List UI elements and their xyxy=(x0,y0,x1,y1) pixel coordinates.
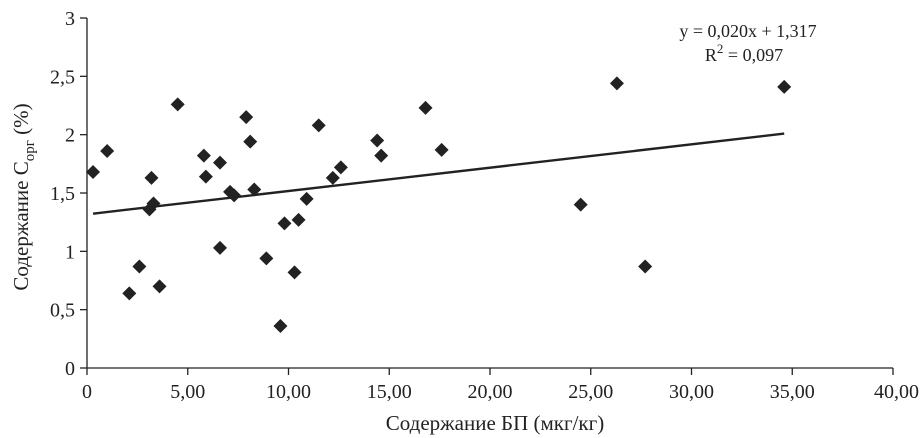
y-axis-title-subscript: орг xyxy=(22,140,38,161)
data-point xyxy=(277,216,292,231)
data-point xyxy=(291,212,306,227)
data-point xyxy=(212,155,227,170)
y-axis-title: Содержание Сорг (%) xyxy=(9,103,38,290)
data-point xyxy=(247,182,262,197)
data-point xyxy=(170,97,185,112)
y-axis-title-main: Содержание С xyxy=(9,161,33,290)
data-point xyxy=(638,259,653,274)
data-point xyxy=(325,170,340,185)
data-point xyxy=(311,118,326,133)
data-point xyxy=(122,286,137,301)
trendline xyxy=(92,132,785,215)
x-ticks: 0 5,00 10,00 15,00 20,00 25,00 30,00 35,00 40,00 xyxy=(82,368,919,403)
y-ticks: 0 0,5 1 1,5 2 2,5 3 xyxy=(50,8,87,380)
data-point xyxy=(333,160,348,175)
x-tick-label: 5,00 xyxy=(170,381,205,403)
r-squared-symbol: R xyxy=(705,45,717,65)
x-tick-label: 25,00 xyxy=(568,381,613,403)
y-tick-label: 2,5 xyxy=(50,66,75,88)
data-point xyxy=(777,79,792,94)
data-point xyxy=(418,100,433,115)
data-point xyxy=(287,265,302,280)
y-tick-label: 0 xyxy=(65,358,75,380)
data-point xyxy=(243,134,258,149)
data-point xyxy=(259,251,274,266)
data-point xyxy=(370,133,385,148)
x-axis-title: Содержание БП (мкг/кг) xyxy=(386,411,605,435)
r-squared-value: = 0,097 xyxy=(723,45,783,65)
trendline-group xyxy=(92,132,785,215)
data-point xyxy=(146,196,161,211)
trendline-r-squared: R2 = 0,097 xyxy=(705,41,783,65)
x-tick-label: 30,00 xyxy=(669,381,714,403)
x-tick-label: 20,00 xyxy=(468,381,513,403)
data-point xyxy=(374,148,389,163)
data-point xyxy=(299,191,314,206)
y-tick-label: 0,5 xyxy=(50,300,75,322)
data-point xyxy=(152,279,167,294)
x-tick-label: 35,00 xyxy=(770,381,815,403)
data-point xyxy=(212,240,227,255)
data-point xyxy=(196,148,211,163)
data-point xyxy=(434,142,449,157)
data-point xyxy=(100,144,115,158)
trendline-equation: y = 0,020x + 1,317 xyxy=(679,21,816,41)
r-squared-superscript: 2 xyxy=(717,41,724,56)
data-point xyxy=(198,169,213,184)
data-point xyxy=(573,197,588,212)
data-point xyxy=(227,188,242,203)
x-tick-label: 0 xyxy=(82,381,92,403)
data-points xyxy=(86,76,792,333)
axes xyxy=(86,18,893,369)
y-tick-label: 1 xyxy=(65,241,75,263)
data-point xyxy=(609,76,624,91)
y-tick-label: 1,5 xyxy=(50,183,75,205)
x-tick-label: 15,00 xyxy=(367,381,412,403)
data-point xyxy=(273,319,288,333)
data-point xyxy=(239,110,254,125)
y-tick-label: 2 xyxy=(65,125,75,147)
data-point xyxy=(144,170,159,185)
data-point xyxy=(132,259,147,274)
y-axis-title-unit: (%) xyxy=(9,103,33,140)
x-tick-label: 40,00 xyxy=(874,381,919,403)
y-tick-label: 3 xyxy=(65,8,75,30)
data-point xyxy=(86,165,101,179)
x-tick-label: 10,00 xyxy=(266,381,311,403)
